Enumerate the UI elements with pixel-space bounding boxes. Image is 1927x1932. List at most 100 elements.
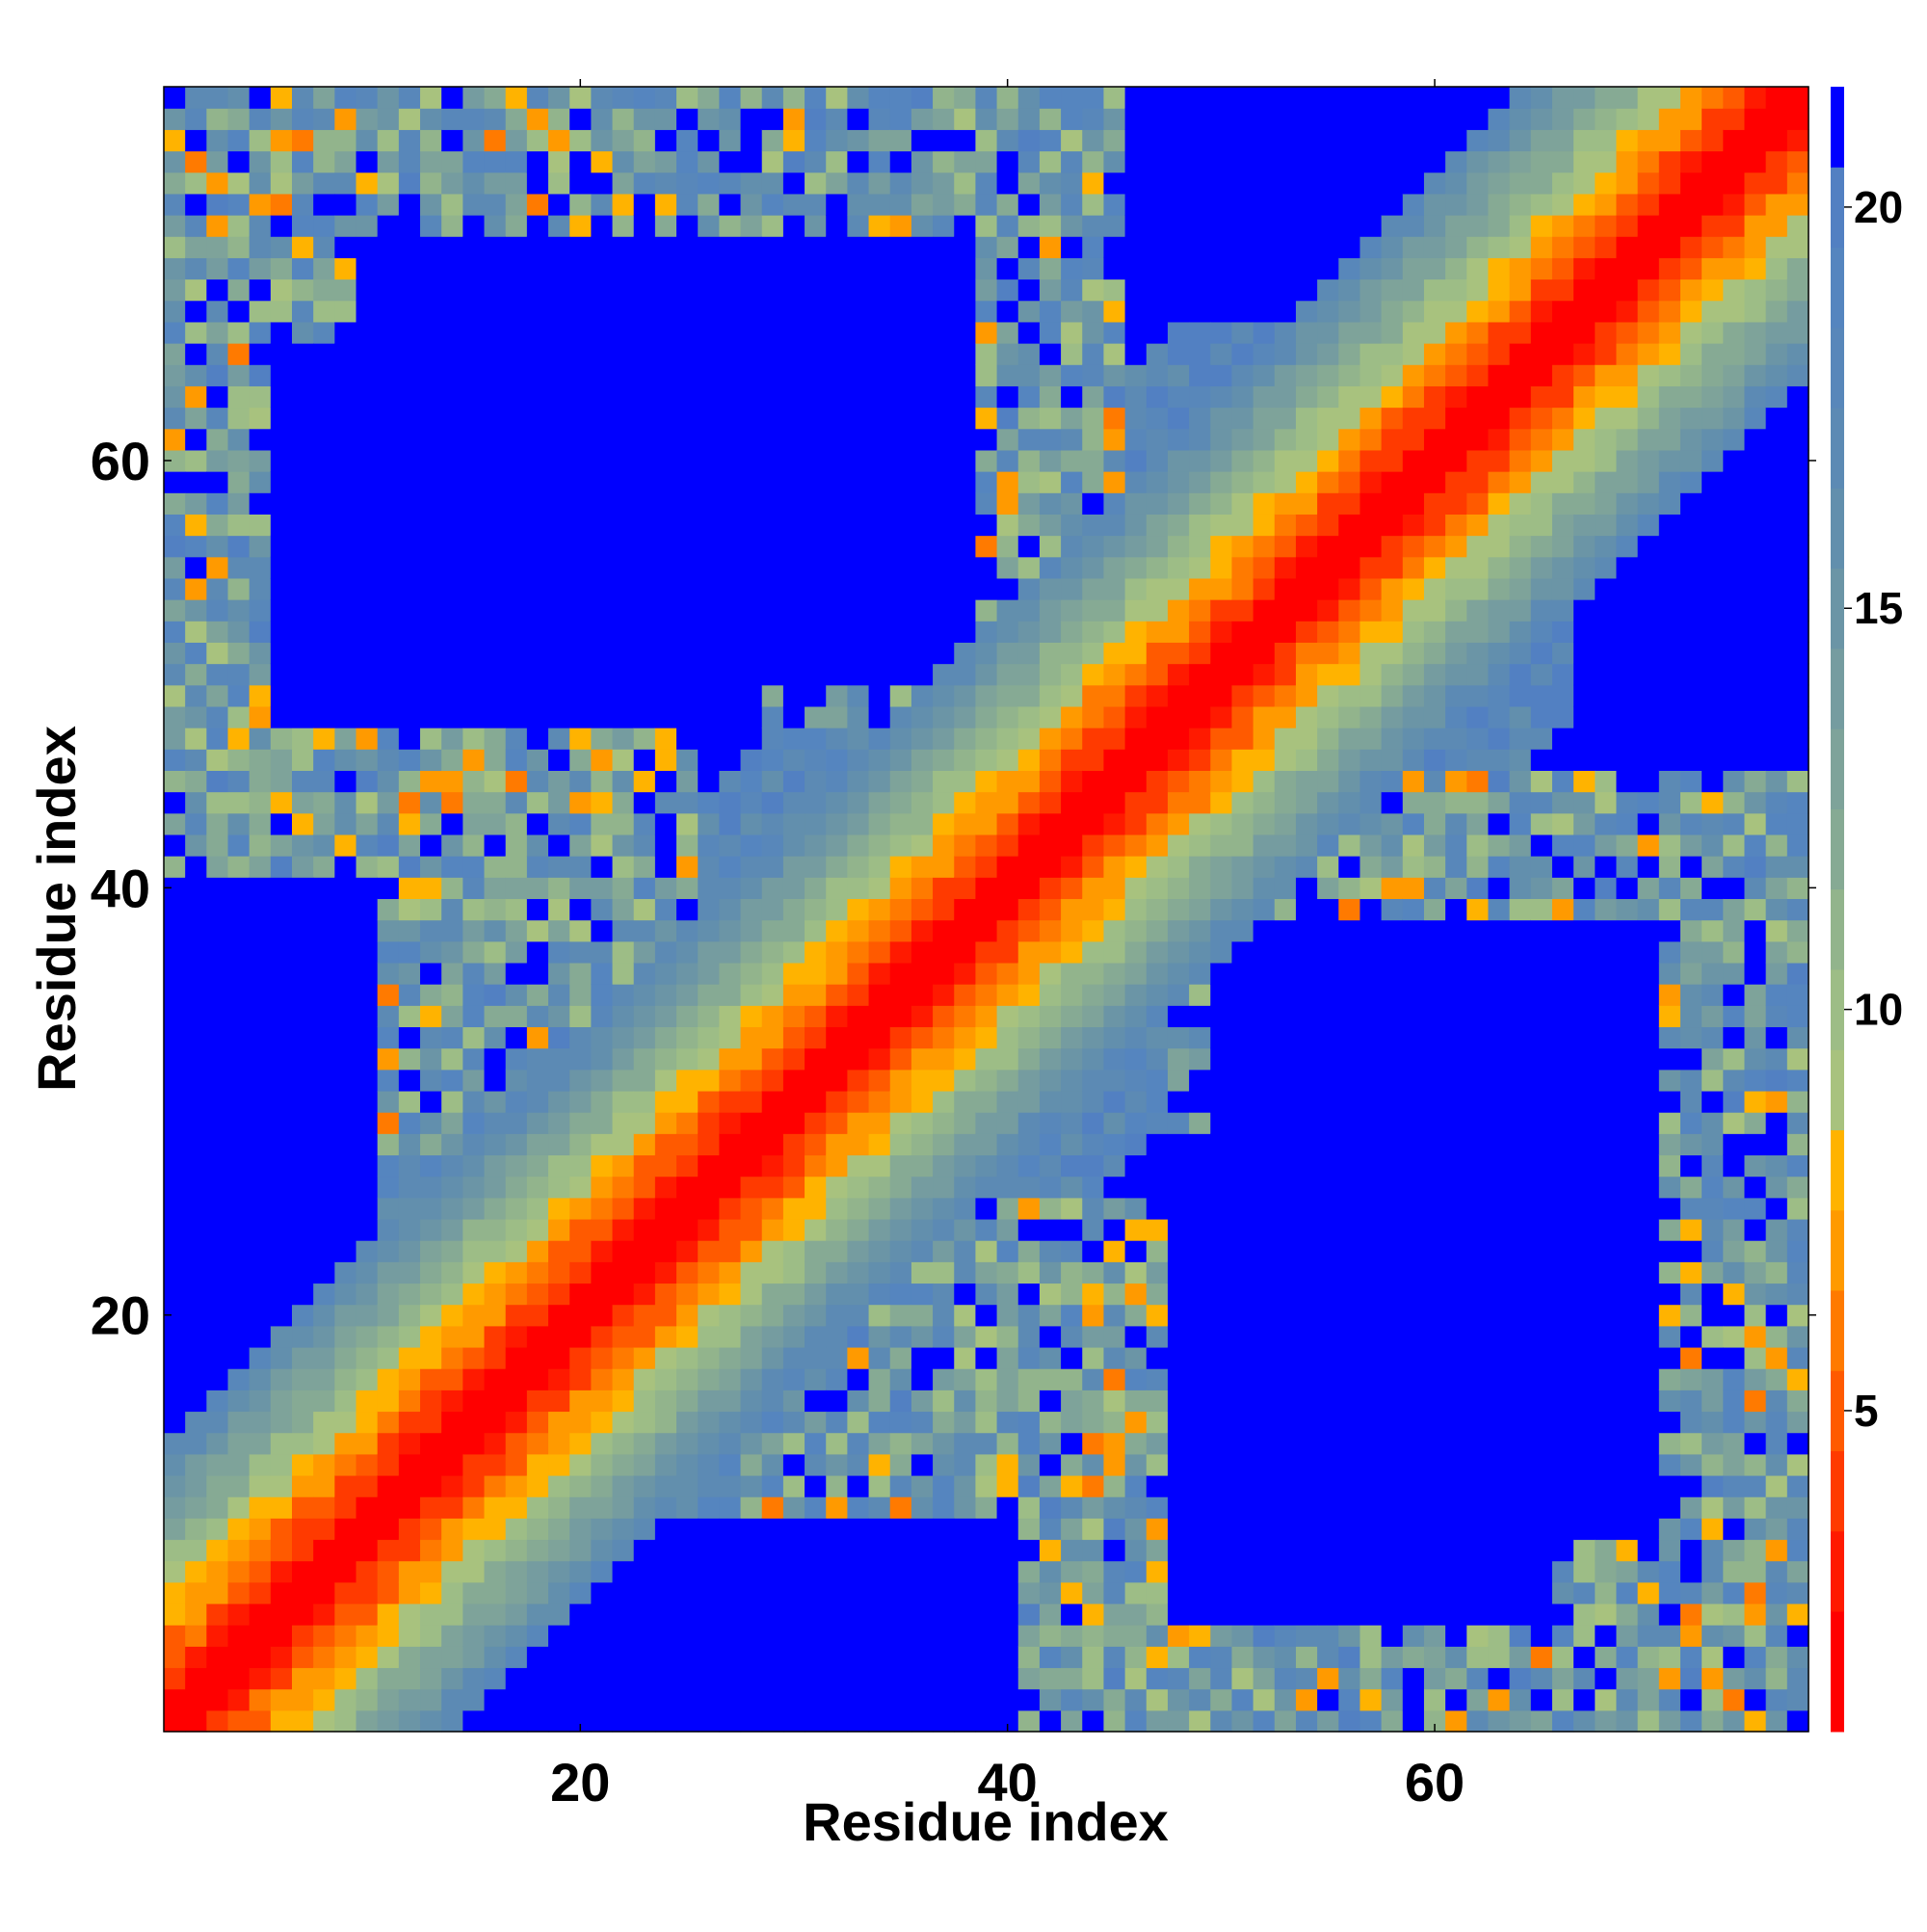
heatmap-cell	[441, 1496, 463, 1519]
heatmap-cell	[484, 728, 507, 750]
heatmap-cell	[1124, 535, 1148, 558]
heatmap-cell	[1530, 514, 1553, 537]
heatmap-cell	[356, 1560, 379, 1583]
heatmap-cell	[782, 1325, 805, 1348]
heatmap-cell	[206, 1667, 229, 1690]
heatmap-cell	[761, 471, 784, 493]
heatmap-cell	[1423, 962, 1446, 985]
heatmap-cell	[996, 705, 1019, 728]
heatmap-cell	[1274, 1346, 1297, 1369]
heatmap-cell	[313, 193, 335, 216]
heatmap-cell	[633, 1453, 656, 1476]
heatmap-cell	[1488, 1368, 1511, 1390]
heatmap-cell	[1017, 535, 1041, 558]
heatmap-cell	[868, 621, 891, 643]
heatmap-cell	[227, 1047, 251, 1071]
heatmap-cell	[505, 599, 528, 622]
heatmap-cell	[975, 300, 998, 323]
heatmap-cell	[1231, 535, 1254, 558]
heatmap-cell	[1253, 1688, 1276, 1711]
heatmap-cell	[1295, 471, 1318, 493]
heatmap-cell	[847, 300, 870, 323]
heatmap-cell	[612, 728, 635, 750]
heatmap-cell	[698, 449, 720, 472]
heatmap-cell	[356, 1112, 379, 1134]
heatmap-cell	[847, 1389, 870, 1413]
heatmap-cell	[975, 663, 998, 686]
heatmap-cell	[164, 343, 186, 365]
heatmap-cell	[441, 150, 463, 173]
heatmap-cell	[270, 514, 293, 537]
heatmap-cell	[249, 663, 272, 686]
heatmap-cell	[164, 1625, 186, 1647]
heatmap-cell	[1124, 428, 1148, 451]
heatmap-cell	[1167, 1069, 1190, 1092]
heatmap-cell	[1381, 1047, 1404, 1071]
heatmap-cell	[1381, 236, 1404, 258]
heatmap-cell	[1189, 1005, 1211, 1028]
heatmap-cell	[1189, 1389, 1211, 1413]
heatmap-cell	[698, 215, 720, 237]
heatmap-cell	[356, 898, 379, 921]
heatmap-cell	[1210, 812, 1233, 835]
heatmap-cell	[1253, 1518, 1276, 1541]
heatmap-cell	[1146, 1646, 1169, 1669]
heatmap-cell	[1124, 1368, 1148, 1390]
heatmap-cell	[847, 129, 870, 152]
heatmap-cell	[996, 1218, 1019, 1241]
heatmap-cell	[1445, 856, 1467, 878]
heatmap-cell	[740, 1283, 763, 1306]
heatmap-cell	[654, 1218, 677, 1241]
heatmap-cell	[441, 1646, 463, 1669]
heatmap-cell	[1317, 898, 1339, 921]
heatmap-cell	[1317, 684, 1339, 707]
heatmap-cell	[377, 1047, 400, 1071]
heatmap-cell	[1359, 1240, 1383, 1262]
heatmap-cell	[441, 215, 463, 237]
heatmap-cell	[334, 791, 357, 814]
heatmap-cell	[1423, 1090, 1446, 1113]
heatmap-cell	[270, 150, 293, 173]
heatmap-cell	[227, 471, 251, 493]
heatmap-cell	[805, 770, 827, 793]
heatmap-cell	[356, 1176, 379, 1199]
heatmap-cell	[398, 215, 421, 237]
heatmap-cell	[826, 898, 848, 921]
heatmap-cell	[1359, 599, 1383, 622]
heatmap-cell	[591, 1602, 614, 1626]
heatmap-cell	[911, 535, 934, 558]
heatmap-cell	[782, 940, 805, 964]
heatmap-cell	[548, 1368, 570, 1390]
heatmap-cell	[1231, 621, 1254, 643]
heatmap-cell	[1146, 1368, 1169, 1390]
heatmap-cell	[1274, 728, 1297, 750]
heatmap-cell	[1253, 984, 1276, 1006]
heatmap-cell	[1061, 1133, 1083, 1156]
heatmap-cell	[462, 1709, 486, 1733]
heatmap-cell	[1381, 87, 1404, 109]
heatmap-cell	[1061, 856, 1083, 878]
heatmap-cell	[1509, 87, 1532, 109]
heatmap-cell	[1253, 535, 1276, 558]
heatmap-cell	[889, 621, 912, 643]
heatmap-cell	[1231, 1474, 1254, 1497]
heatmap-cell	[1167, 1560, 1190, 1583]
heatmap-cell	[954, 1709, 977, 1733]
heatmap-cell	[996, 343, 1019, 365]
heatmap-cell	[1530, 728, 1553, 750]
heatmap-cell	[1253, 193, 1276, 216]
heatmap-cell	[334, 492, 357, 515]
heatmap-cell	[1253, 1539, 1276, 1562]
heatmap-cell	[1253, 877, 1276, 900]
heatmap-cell	[826, 1176, 848, 1199]
heatmap-cell	[1210, 834, 1233, 857]
heatmap-cell	[654, 343, 677, 365]
heatmap-cell	[1061, 1176, 1083, 1199]
heatmap-cell	[633, 364, 656, 386]
heatmap-cell	[334, 215, 357, 237]
heatmap-cell	[933, 1283, 955, 1306]
heatmap-cell	[569, 492, 592, 515]
heatmap-cell	[227, 642, 251, 665]
heatmap-cell	[484, 621, 507, 643]
heatmap-cell	[1295, 1047, 1318, 1071]
